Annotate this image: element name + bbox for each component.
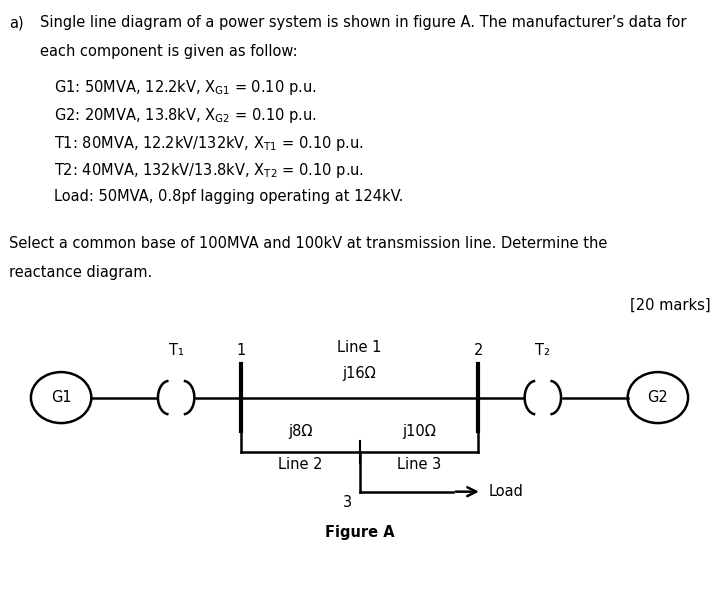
Text: 2: 2 [473,343,483,358]
Text: Line 1: Line 1 [337,340,382,355]
Text: Line 3: Line 3 [397,457,441,472]
Text: T2: 40MVA, 132kV/13.8kV, X$_{\mathregular{T2}}$ = 0.10 p.u.: T2: 40MVA, 132kV/13.8kV, X$_{\mathregula… [54,161,364,180]
Text: Line 2: Line 2 [278,457,322,472]
Text: Load: 50MVA, 0.8pf lagging operating at 124kV.: Load: 50MVA, 0.8pf lagging operating at … [54,189,403,205]
Text: T₁: T₁ [169,343,183,358]
Text: T₂: T₂ [536,343,550,358]
Text: Single line diagram of a power system is shown in figure A. The manufacturer’s d: Single line diagram of a power system is… [40,15,686,30]
Text: G1: G1 [51,390,71,405]
Text: Select a common base of 100MVA and 100kV at transmission line. Determine the: Select a common base of 100MVA and 100kV… [9,236,607,251]
Text: G2: 20MVA, 13.8kV, X$_{\mathregular{G2}}$ = 0.10 p.u.: G2: 20MVA, 13.8kV, X$_{\mathregular{G2}}… [54,106,317,124]
Text: j10Ω: j10Ω [402,424,436,439]
Text: 1: 1 [237,343,245,358]
Text: j8Ω: j8Ω [288,424,312,439]
Text: a): a) [9,15,23,30]
Text: [20 marks]: [20 marks] [630,298,710,313]
Text: T1: 80MVA, 12.2kV/132kV, X$_{\mathregular{T1}}$ = 0.10 p.u.: T1: 80MVA, 12.2kV/132kV, X$_{\mathregula… [54,134,364,152]
Text: j16Ω: j16Ω [343,366,376,381]
Text: 3: 3 [343,495,352,510]
Text: G2: G2 [648,390,668,405]
Text: Figure A: Figure A [325,525,394,540]
Text: Load: Load [489,484,524,499]
Text: each component is given as follow:: each component is given as follow: [40,44,297,59]
Text: reactance diagram.: reactance diagram. [9,265,152,280]
Text: G1: 50MVA, 12.2kV, X$_{\mathregular{G1}}$ = 0.10 p.u.: G1: 50MVA, 12.2kV, X$_{\mathregular{G1}}… [54,78,316,97]
